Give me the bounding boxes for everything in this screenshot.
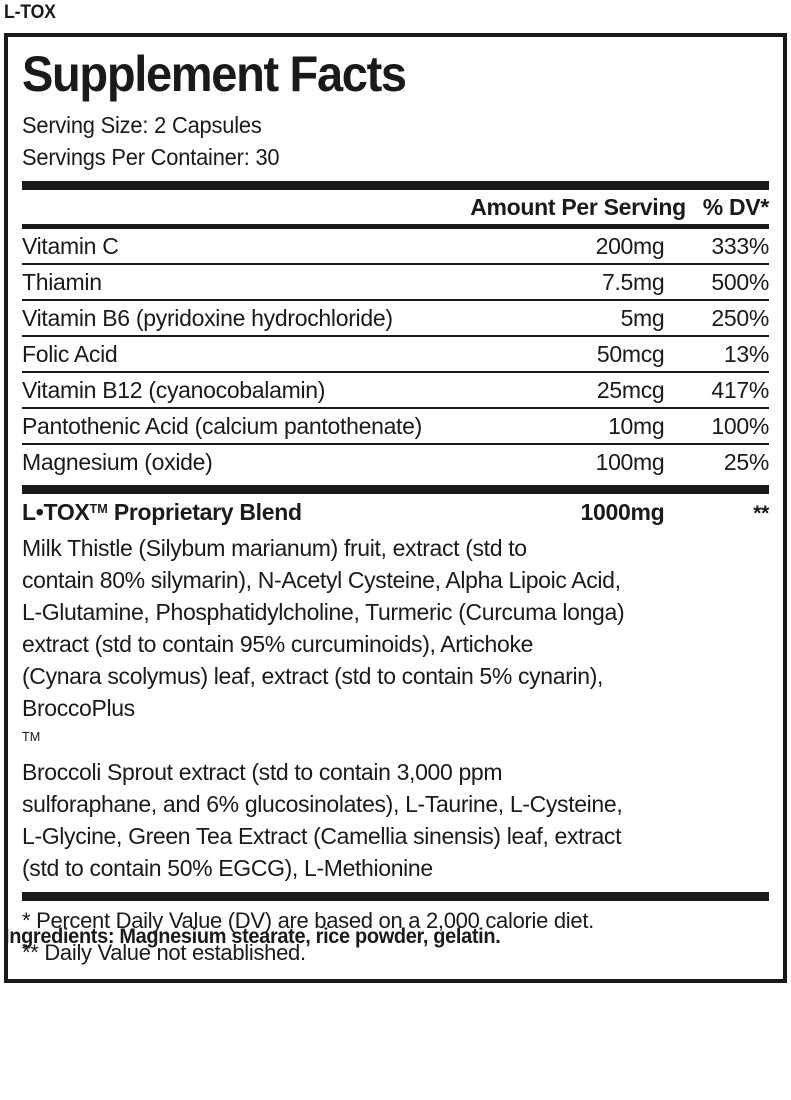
proprietary-blend-body-row: Milk Thistle (Silybum marianum) fruit, e…: [22, 532, 769, 884]
other-ingredients-text: Ingredients: Magnesium stearate, rice po…: [4, 925, 501, 948]
row-separator: [22, 407, 769, 409]
nutrient-dv: 13%: [723, 341, 769, 367]
nutrient-amount: 5mg: [620, 305, 665, 331]
amount-per-serving-header: Amount Per Serving: [470, 194, 686, 220]
broccoplus-name: BroccoPlus: [22, 695, 135, 721]
table-row: Thiamin 7.5mg 500%: [22, 265, 769, 299]
nutrient-name: Vitamin C: [22, 233, 119, 259]
nutrient-name: Folic Acid: [22, 341, 118, 367]
row-divider: [22, 371, 769, 373]
blend-name: L•TOXTM Proprietary Blend: [22, 494, 470, 532]
rule-above-footnotes: [22, 892, 769, 901]
broccoplus-rest: Broccoli Sprout extract (std to contain …: [22, 759, 503, 785]
blend-line: L-Glycine, Green Tea Extract (Camellia s…: [22, 823, 622, 849]
panel-title: Supplement Facts: [22, 46, 407, 102]
blend-line: (Cynara scolymus) leaf, extract (std to …: [22, 663, 604, 689]
footnote-daily-value: * Percent Daily Value (DV) are based on …: [22, 908, 594, 933]
blend-line: L-Glutamine, Phosphatidylcholine, Turmer…: [22, 599, 625, 625]
footnote-not-established: ** Daily Value not established.: [22, 940, 306, 965]
row-divider: [22, 443, 769, 445]
blend-dv: **: [753, 502, 769, 525]
nutrient-name: Thiamin: [22, 269, 102, 295]
row-divider: [22, 263, 769, 265]
table-row: Vitamin C 200mg 333%: [22, 229, 769, 263]
nutrient-dv: 333%: [711, 233, 769, 259]
blend-line: (std to contain 50% EGCG), L-Methionine: [22, 855, 433, 881]
rule-above-column-headers: [22, 181, 769, 190]
table-row: Vitamin B6 (pyridoxine hydrochloride) 5m…: [22, 301, 769, 335]
nutrient-name: Vitamin B12 (cyanocobalamin): [22, 377, 326, 403]
nutrient-amount: 7.5mg: [601, 269, 665, 295]
nutrient-dv: 500%: [711, 269, 769, 295]
rule-below-column-headers: [22, 224, 769, 229]
nutrient-dv: 25%: [723, 449, 769, 475]
servings-per-container-text: Servings Per Container: 30: [22, 144, 280, 170]
trademark-icon: TM: [22, 730, 41, 745]
nutrient-dv: 250%: [711, 305, 769, 331]
nutrient-amount: 10mg: [608, 413, 665, 439]
nutrient-amount: 50mcg: [596, 341, 665, 367]
proprietary-blend-row: L•TOXTM Proprietary Blend 1000mg **: [22, 494, 769, 532]
blend-line: contain 80% silymarin), N-Acetyl Cystein…: [22, 567, 621, 593]
nutrient-name: Pantothenic Acid (calcium pantothenate): [22, 413, 422, 439]
product-name-label: L-TOX: [4, 2, 56, 23]
nutrient-amount: 25mcg: [596, 377, 665, 403]
serving-size-text: Serving Size: 2 Capsules: [22, 112, 262, 138]
nutrient-name: Vitamin B6 (pyridoxine hydrochloride): [22, 305, 393, 331]
footnotes: * Percent Daily Value (DV) are based on …: [22, 901, 769, 969]
row-separator: [22, 443, 769, 445]
nutrient-amount: 100mg: [595, 449, 665, 475]
rule-above-proprietary-blend: [22, 485, 769, 494]
blend-ingredient-list: Milk Thistle (Silybum marianum) fruit, e…: [22, 532, 769, 884]
row-separator: [22, 263, 769, 265]
table-row: Pantothenic Acid (calcium pantothenate) …: [22, 409, 769, 443]
nutrient-dv: 417%: [711, 377, 769, 403]
nutrient-rows-table: Vitamin C 200mg 333% Thiamin 7.5mg 500% …: [22, 229, 769, 479]
trademark-icon: TM: [89, 502, 108, 517]
proprietary-blend-table: L•TOXTM Proprietary Blend 1000mg ** Milk…: [22, 494, 769, 884]
blend-line: extract (std to contain 95% curcuminoids…: [22, 631, 534, 657]
blend-line-broccoplus: BroccoPlus TM Broccoli Sprout extract (st…: [22, 692, 769, 788]
blend-line: sulforaphane, and 6% glucosinolates), L-…: [22, 791, 623, 817]
blend-name-suffix: Proprietary Blend: [107, 499, 302, 525]
table-row: Magnesium (oxide) 100mg 25%: [22, 445, 769, 479]
table-header-row: Amount Per Serving % DV*: [22, 190, 769, 224]
table-row: Vitamin B12 (cyanocobalamin) 25mcg 417%: [22, 373, 769, 407]
percent-dv-header: % DV*: [702, 194, 770, 220]
row-divider: [22, 335, 769, 337]
blend-amount: 1000mg: [580, 499, 665, 525]
nutrient-name: Magnesium (oxide): [22, 449, 213, 475]
blend-name-prefix: L•TOX: [22, 499, 90, 525]
row-separator: [22, 299, 769, 301]
table-row: Folic Acid 50mcg 13%: [22, 337, 769, 371]
nutrient-amount: 200mg: [595, 233, 665, 259]
row-divider: [22, 299, 769, 301]
blend-line: Milk Thistle (Silybum marianum) fruit, e…: [22, 535, 527, 561]
supplement-facts-panel: Supplement Facts Serving Size: 2 Capsule…: [4, 33, 787, 983]
row-divider: [22, 407, 769, 409]
nutrient-dv: 100%: [711, 413, 769, 439]
nutrition-table: Amount Per Serving % DV*: [22, 190, 769, 224]
header-spacer-cell: [22, 190, 470, 224]
row-separator: [22, 335, 769, 337]
row-separator: [22, 371, 769, 373]
